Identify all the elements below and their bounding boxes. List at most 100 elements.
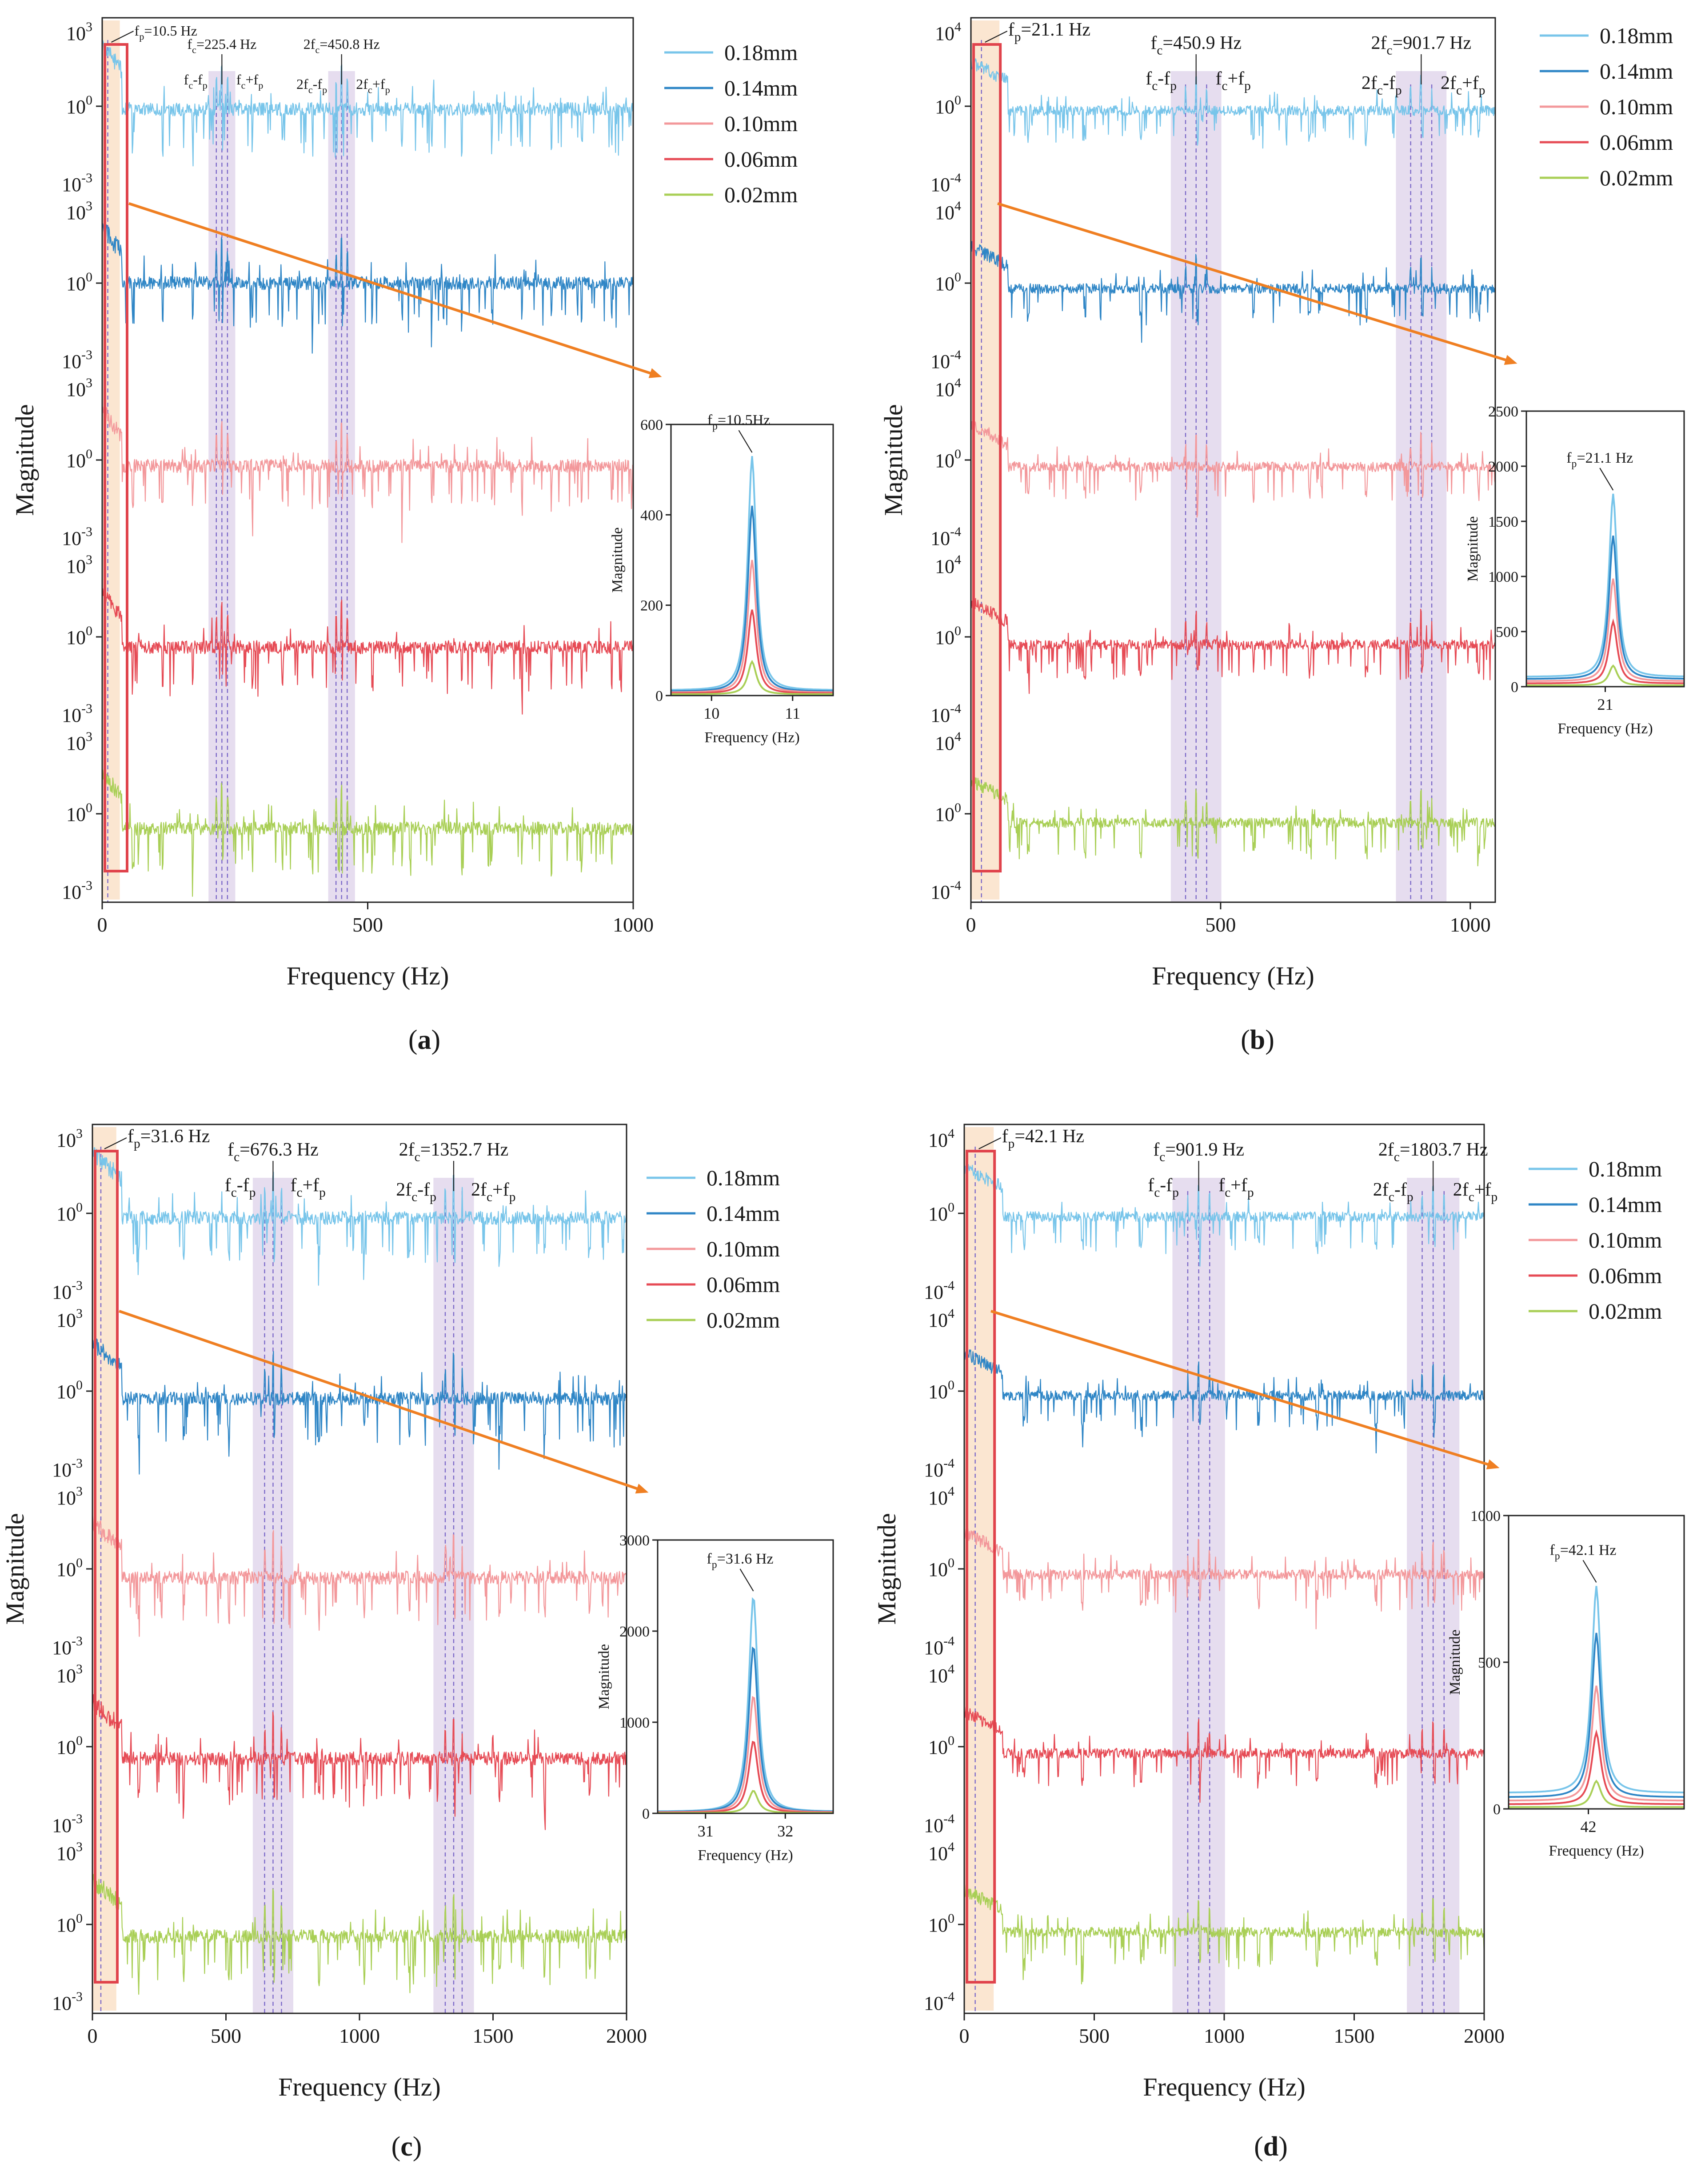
inset-ytick-label-a: 600 — [640, 417, 663, 433]
ytick-label-c: 103 — [56, 1484, 83, 1509]
inset-ytick-label-b: 1500 — [1488, 514, 1518, 530]
xtick-label-b: 0 — [966, 913, 976, 936]
xtick-label-c: 1500 — [473, 2024, 514, 2047]
spectrum-trace-c-0_18mm — [92, 1147, 627, 1286]
spectrum-trace-a-0_18mm — [101, 40, 634, 167]
ytick-label-b: 10-4 — [930, 171, 961, 196]
ytick-label-b: 104 — [935, 729, 961, 754]
ytick-label-a: 100 — [66, 93, 92, 118]
spectrum-trace-d-0_18mm — [963, 1164, 1485, 1267]
inset-frame-d — [1508, 1515, 1685, 1810]
annotation-fc-plus-c: fc​+fp​ — [290, 1175, 325, 1200]
inset-xtick-label-c: 31 — [698, 1822, 714, 1840]
ytick-label-b: 100 — [935, 270, 961, 295]
xtick-label-b: 500 — [1205, 913, 1236, 936]
annotation-2fc-a: 2fc​=450.8 Hz — [303, 36, 380, 56]
inset-xtick-label-a: 10 — [703, 704, 719, 722]
ytick-label-c: 10-3 — [52, 1456, 83, 1481]
inset-ytick-label-c: 1000 — [619, 1715, 650, 1731]
spectrum-trace-c-0_10mm — [92, 1513, 627, 1637]
inset-annotation-fp-c: fp​=31.6 Hz — [707, 1551, 773, 1571]
annotation-arrow-fp-a — [111, 31, 134, 43]
annotation-fc-plus-b: fc​+fp​ — [1215, 68, 1250, 93]
ytick-label-a: 103 — [66, 552, 92, 577]
inset-trace-b-0_14mm — [1526, 535, 1684, 680]
ytick-label-d: 104 — [928, 1662, 954, 1687]
inset-x-axis-title-b: Frequency (Hz) — [1557, 720, 1653, 737]
ytick-label-a: 100 — [66, 447, 92, 472]
inset-trace-c-0_18mm — [658, 1597, 834, 1812]
panel-d: 104 100 10-4 104 100 10-4 104 100 10-4 104 100 10-4… — [872, 1124, 1685, 2162]
annotation-2fc-minus-d: 2fc​-fp​ — [1373, 1180, 1414, 1204]
zoom-arrowhead-a — [648, 368, 662, 378]
inset-ytick-label-a: 200 — [640, 598, 663, 614]
panel-c: 103 100 10-3 103 100 10-3 103 100 10-3 103 100 10-3… — [0, 1124, 834, 2162]
xtick-label-c: 1000 — [339, 2024, 380, 2047]
annotation-2fc-minus-c: 2fc​-fp​ — [396, 1180, 436, 1204]
inset-a: 10 11 0 200 400 600 Frequency (Hz) Magnitude fp​… — [609, 412, 834, 746]
inset-trace-a-0_10mm — [671, 560, 833, 693]
spectrum-trace-d-0_14mm — [964, 1349, 1485, 1454]
inset-trace-a-0_02mm — [671, 660, 833, 695]
annotation-2fc-c: 2fc​=1352.7 Hz — [399, 1140, 509, 1164]
annotation-fc-minus-a: fc​-fp​ — [184, 72, 208, 91]
inset-xtick-label-c: 32 — [777, 1822, 793, 1840]
spectrum-trace-c-0_02mm — [92, 1874, 627, 1995]
x-axis-title-c: Frequency (Hz) — [278, 2072, 441, 2101]
ytick-label-a: 103 — [66, 376, 92, 400]
annotation-2fc-minus-a: 2fc​-fp​ — [296, 76, 327, 96]
inset-trace-a-0_18mm — [671, 456, 834, 691]
legend-label-a: 0.10mm — [724, 111, 798, 136]
inset-y-axis-title-c: Magnitude — [596, 1644, 612, 1709]
xtick-label-d: 500 — [1079, 2024, 1110, 2047]
spectrum-trace-d-0_06mm — [963, 1706, 1485, 1803]
inset-trace-d-0_10mm — [1508, 1685, 1685, 1802]
fp-band-d — [964, 1127, 994, 2011]
legend-label-a: 0.02mm — [724, 182, 798, 207]
ytick-label-c: 100 — [56, 1200, 83, 1225]
annotation-2fc-plus-a: 2fc​+fp​ — [356, 76, 390, 96]
zoom-arrow-d — [990, 1310, 1496, 1468]
ytick-label-a: 10-3 — [62, 348, 92, 372]
xtick-label-a: 0 — [97, 913, 108, 936]
spectrum-trace-a-0_02mm — [101, 766, 634, 897]
inset-b: 21 0 500 1000 1500 2000 2500 Frequency (Hz) Magn… — [1465, 404, 1685, 737]
spectrum-trace-a-0_14mm — [102, 222, 634, 354]
xtick-label-d: 0 — [959, 2024, 970, 2047]
inset-trace-d-0_06mm — [1509, 1729, 1684, 1805]
panel-b: 104 100 10-4 104 100 10-4 104 100 10-4 104 100 10-4… — [879, 17, 1685, 1055]
inset-annotation-fp-a: fp​=10.5Hz — [707, 412, 771, 432]
panel-a: 10310010-310310010-310310010-310310010-3… — [10, 17, 834, 1055]
ytick-label-d: 10-4 — [924, 1989, 954, 2014]
fp-highlight-box-d — [966, 1150, 996, 1984]
plot-frame-c — [92, 1124, 627, 2014]
inset-x-axis-title-a: Frequency (Hz) — [704, 729, 799, 746]
legend-label-c: 0.14mm — [707, 1201, 780, 1226]
ytick-label-b: 100 — [935, 624, 961, 648]
spectrum-trace-d-0_10mm — [963, 1527, 1485, 1629]
ytick-label-b: 104 — [935, 552, 961, 577]
legend-label-a: 0.06mm — [724, 147, 798, 172]
ytick-label-c: 103 — [56, 1126, 83, 1151]
ytick-label-d: 10-4 — [924, 1278, 954, 1303]
inset-xtick-label-d: 42 — [1581, 1818, 1597, 1836]
annotation-fp-c: fp​=31.6 Hz — [128, 1126, 210, 1151]
zoom-arrow-c — [119, 1310, 645, 1492]
ytick-label-d: 104 — [928, 1484, 954, 1509]
ytick-label-a: 100 — [66, 624, 92, 648]
xtick-label-c: 0 — [88, 2024, 98, 2047]
y-axis-title-a: Magnitude — [10, 404, 39, 516]
ytick-label-b: 104 — [935, 199, 961, 224]
inset-annotation-arrow-a — [738, 430, 753, 453]
ytick-label-d: 10-4 — [924, 1634, 954, 1659]
x-axis-title-a: Frequency (Hz) — [287, 961, 449, 990]
inset-ytick-label-d: 500 — [1478, 1655, 1501, 1671]
inset-ytick-label-d: 1000 — [1470, 1508, 1501, 1524]
inset-ytick-label-c: 2000 — [619, 1624, 650, 1640]
ytick-label-b: 104 — [935, 20, 961, 44]
xtick-label-d: 2000 — [1464, 2024, 1505, 2047]
ytick-label-c: 100 — [56, 1556, 83, 1580]
fp-highlight-box-c — [94, 1150, 119, 1984]
legend-label-d: 0.18mm — [1589, 1156, 1662, 1181]
ytick-label-a: 100 — [66, 800, 92, 825]
